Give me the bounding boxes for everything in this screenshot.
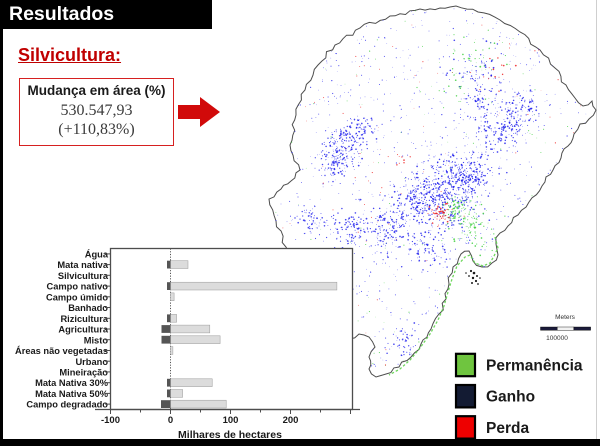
svg-text:0: 0 [168,415,173,426]
svg-text:Mata Nativa 50%: Mata Nativa 50% [35,389,109,399]
svg-text:Silvicultura: Silvicultura [58,271,109,281]
svg-text:Milhares de hectares: Milhares de hectares [178,429,282,441]
svg-text:Mineiração: Mineiração [59,368,108,378]
svg-text:Urbano: Urbano [75,357,108,367]
svg-text:200: 200 [283,415,299,426]
svg-text:100: 100 [223,415,239,426]
svg-text:Áreas não vegetadas: Áreas não vegetadas [15,346,108,356]
svg-text:Misto: Misto [84,335,109,345]
svg-text:Rizicultura: Rizicultura [60,314,108,324]
svg-text:Campo nativo: Campo nativo [47,282,109,292]
svg-text:Agricultura: Agricultura [58,325,108,335]
svg-text:Mata nativa: Mata nativa [57,260,108,270]
svg-text:Mata Nativa 30%: Mata Nativa 30% [35,378,109,388]
svg-text:Campo degradado: Campo degradado [26,400,108,410]
svg-text:Banhado: Banhado [68,303,108,313]
svg-text:Água: Água [85,250,109,260]
svg-text:-100: -100 [101,415,120,426]
svg-text:Campo úmido: Campo úmido [46,292,108,302]
